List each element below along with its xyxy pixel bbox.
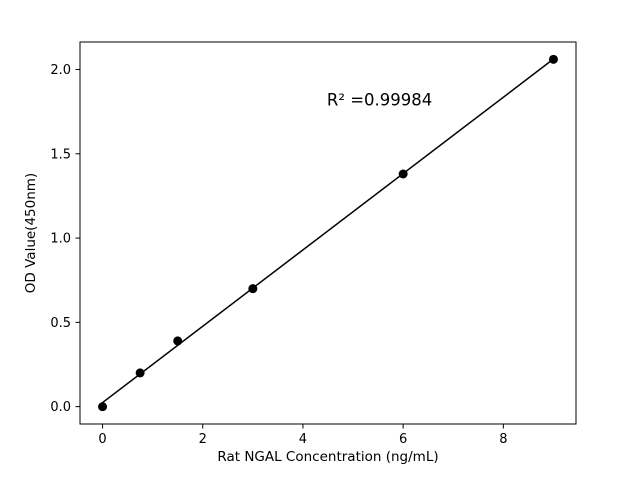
x-tick-label: 0 bbox=[98, 432, 106, 447]
y-axis-label: OD Value(450nm) bbox=[23, 172, 39, 294]
x-tick-label: 6 bbox=[399, 432, 407, 447]
x-axis-label: Rat NGAL Concentration (ng/mL) bbox=[217, 449, 439, 465]
data-point bbox=[548, 54, 558, 64]
x-tick-label: 4 bbox=[299, 432, 307, 447]
data-point bbox=[398, 169, 408, 179]
y-tick-label: 1.5 bbox=[50, 147, 71, 162]
r-squared-annotation: R² =0.99984 bbox=[326, 90, 433, 110]
x-tick-label: 8 bbox=[499, 432, 507, 447]
y-tick-label: 0.0 bbox=[50, 400, 71, 415]
data-point bbox=[135, 368, 145, 378]
y-tick-label: 2.0 bbox=[50, 63, 71, 78]
data-point bbox=[248, 284, 258, 294]
data-point bbox=[173, 336, 183, 346]
x-tick-label: 2 bbox=[199, 432, 207, 447]
y-tick-label: 1.0 bbox=[50, 232, 71, 247]
y-tick-label: 0.5 bbox=[50, 316, 71, 331]
data-point bbox=[98, 402, 108, 412]
